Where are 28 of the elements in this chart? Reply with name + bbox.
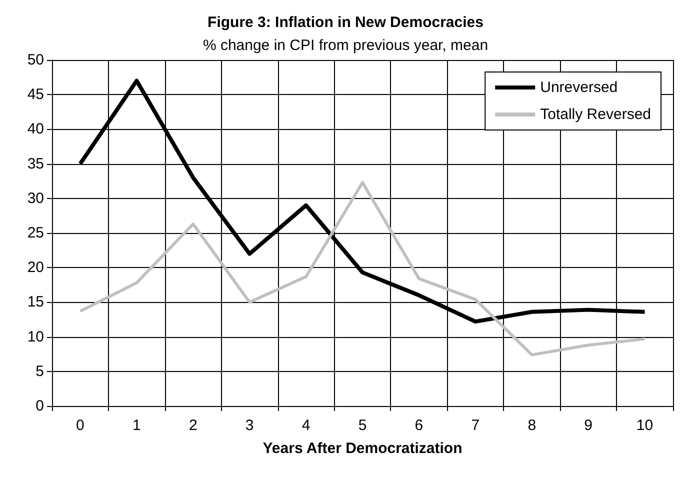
- y-tick-label: 5: [36, 362, 44, 380]
- line-series: [78, 180, 646, 356]
- y-tick-label: 50: [27, 52, 44, 68]
- y-tick-label: 35: [27, 155, 44, 172]
- x-axis-title: Years After Democratization: [262, 440, 462, 457]
- y-tick-label: 15: [27, 294, 44, 311]
- legend-label: Unreversed: [540, 79, 618, 96]
- x-tick-label: 3: [245, 417, 254, 434]
- legend-label: Totally Reversed: [540, 106, 652, 123]
- y-tick-label: 45: [27, 86, 44, 104]
- y-tick-label: 30: [27, 190, 44, 207]
- x-tick-label: 5: [358, 417, 367, 434]
- x-tick-label: 9: [584, 417, 592, 434]
- x-tick-label: 10: [636, 417, 654, 434]
- x-tick-label: 0: [76, 417, 84, 434]
- x-tick-label: 7: [471, 417, 480, 434]
- x-tick-label: 4: [302, 417, 310, 434]
- x-tick-label: 8: [528, 417, 536, 434]
- x-tick-label: 6: [414, 417, 424, 434]
- chart-subtitle: % change in CPI from previous year, mean: [202, 37, 488, 54]
- x-tick-label: 1: [132, 417, 141, 434]
- y-tick-label: 40: [27, 120, 44, 138]
- y-tick-label: 0: [36, 398, 44, 414]
- chart-title: Figure 3: Inflation in New Democracies: [208, 14, 484, 31]
- x-tick-label: 2: [188, 417, 198, 434]
- y-tick-label: 10: [27, 328, 44, 346]
- y-tick-label: 25: [27, 224, 44, 242]
- y-tick-label: 20: [27, 259, 44, 276]
